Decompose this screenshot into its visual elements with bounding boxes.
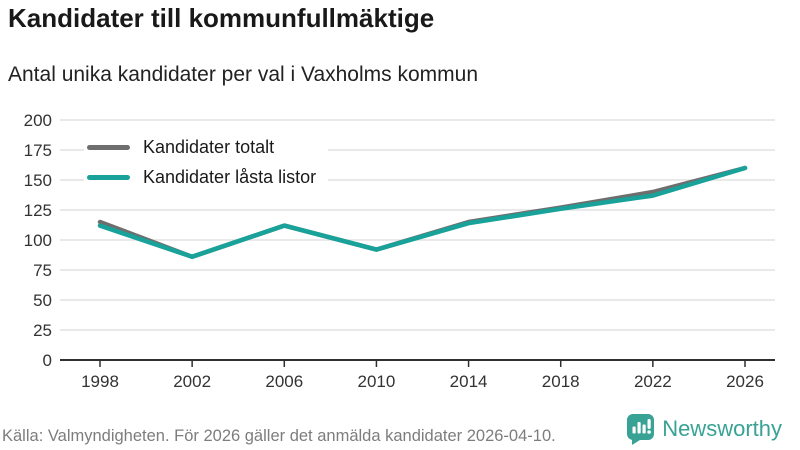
x-tick-label: 2006 xyxy=(265,372,303,391)
source-note: Källa: Valmyndigheten. För 2026 gäller d… xyxy=(2,427,556,445)
legend-label-totalt: Kandidater totalt xyxy=(143,136,275,157)
series-line-1 xyxy=(97,165,748,260)
x-tick-label: 2014 xyxy=(450,372,488,391)
chart-legend: Kandidater totalt Kandidater låsta listo… xyxy=(84,133,329,191)
newsworthy-icon xyxy=(627,414,655,445)
x-tick-label: 1998 xyxy=(81,372,119,391)
y-tick-label: 25 xyxy=(33,321,52,340)
legend-swatch-totalt xyxy=(87,144,130,150)
y-tick-label: 150 xyxy=(24,171,52,190)
brand-name: Newsworthy xyxy=(662,416,782,441)
y-tick-label: 125 xyxy=(24,201,52,220)
y-tick-label: 175 xyxy=(24,141,52,160)
x-tick-label: 2010 xyxy=(358,372,396,391)
legend-item-lasta-listor: Kandidater låsta listor xyxy=(87,165,316,189)
page-title: Kandidater till kommunfullmäktige xyxy=(8,3,435,33)
legend-label-lasta-listor: Kandidater låsta listor xyxy=(143,166,317,187)
chart-subtitle: Antal unika kandidater per val i Vaxholm… xyxy=(8,63,479,86)
x-tick-label: 2018 xyxy=(542,372,580,391)
x-tick-label: 2002 xyxy=(173,372,211,391)
y-tick-label: 75 xyxy=(33,261,52,280)
y-tick-label: 0 xyxy=(43,351,52,370)
legend-swatch-lasta-listor xyxy=(87,174,130,180)
x-tick-label: 2022 xyxy=(634,372,672,391)
y-tick-label: 50 xyxy=(33,291,52,310)
y-tick-label: 200 xyxy=(24,111,52,130)
y-tick-label: 100 xyxy=(24,231,52,250)
x-tick-label: 2026 xyxy=(726,372,764,391)
legend-item-totalt: Kandidater totalt xyxy=(87,135,316,159)
newsworthy-logo: Newsworthy xyxy=(626,413,782,445)
